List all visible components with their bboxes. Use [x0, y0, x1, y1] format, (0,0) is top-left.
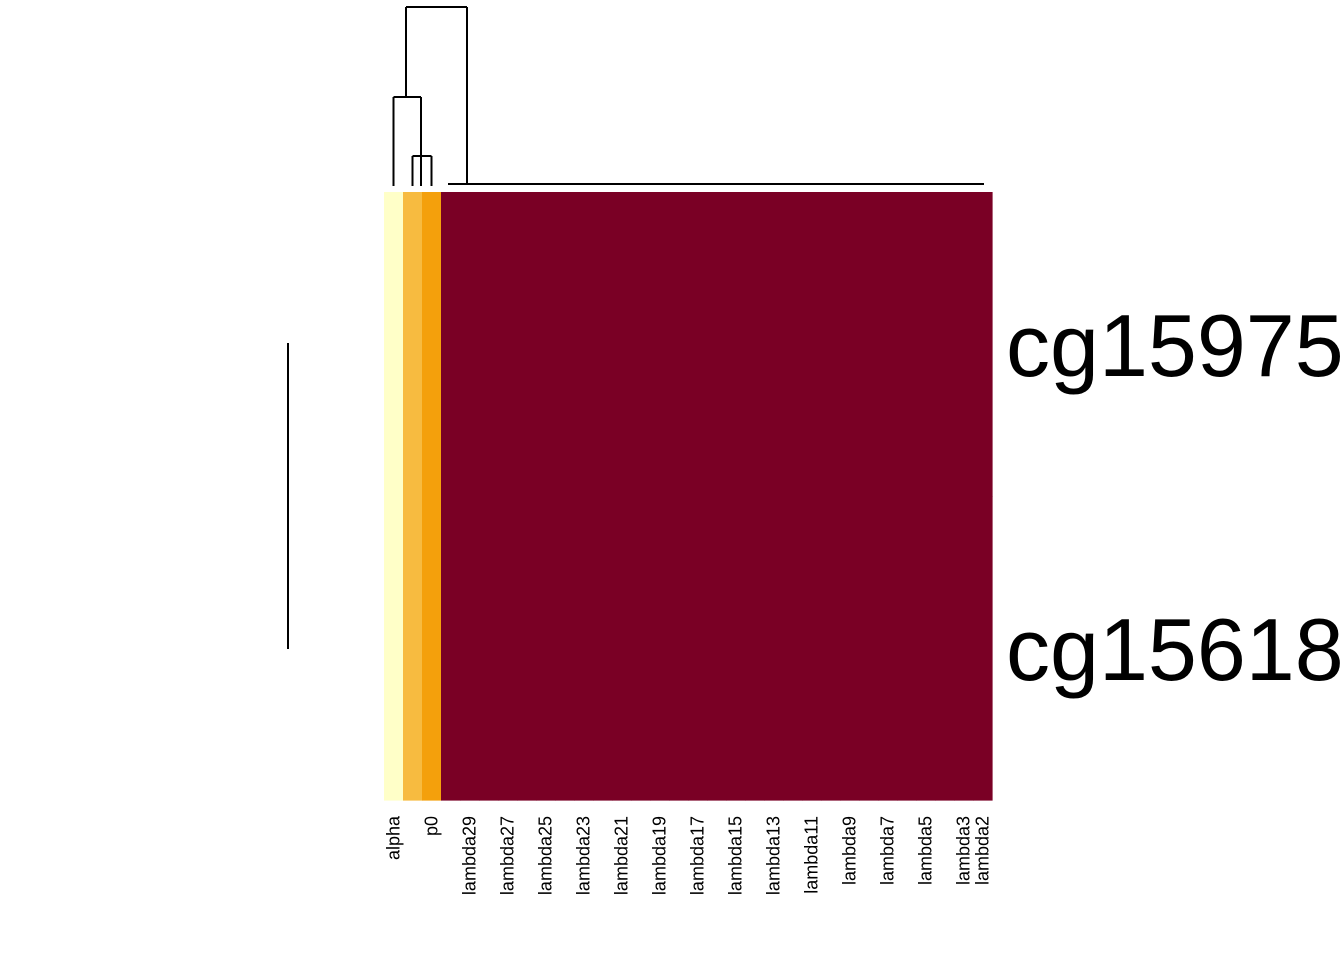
heatmap-cell [897, 496, 917, 801]
column-label: lambda2 [973, 816, 993, 885]
heatmap-cell [517, 496, 537, 801]
column-label: lambda3 [954, 816, 974, 885]
heatmap-cell [688, 496, 708, 801]
heatmap-cell [460, 192, 480, 497]
heatmap-cell [840, 496, 860, 801]
heatmap-cell [479, 496, 499, 801]
column-label: lambda23 [574, 816, 594, 895]
heatmap-cell [878, 496, 898, 801]
heatmap-cell [631, 496, 651, 801]
heatmap-cell [384, 192, 404, 497]
heatmap-cell [441, 496, 461, 801]
heatmap-cell [498, 496, 518, 801]
heatmap-cell [460, 496, 480, 801]
heatmap-cell [954, 496, 974, 801]
heatmap-cell [878, 192, 898, 497]
heatmap-cell [764, 496, 784, 801]
heatmap-cell [574, 192, 594, 497]
column-label: lambda15 [726, 816, 746, 895]
heatmap-cell [593, 192, 613, 497]
heatmap-cell [745, 192, 765, 497]
heatmap-cell [650, 192, 670, 497]
row-labels: cg15975 cg15618 [1006, 296, 1344, 699]
heatmap-cell [840, 192, 860, 497]
heatmap-cell [745, 496, 765, 801]
column-labels: alpha p0 lambda29 lambda27 lambda25 lambda23 l… [384, 815, 993, 895]
column-label: lambda9 [840, 816, 860, 885]
row-label: cg15975 [1006, 296, 1344, 395]
column-label: lambda21 [612, 816, 632, 895]
heatmap-cell [574, 496, 594, 801]
column-label: lambda5 [916, 816, 936, 885]
heatmap-cell [954, 192, 974, 497]
heatmap-cell [821, 496, 841, 801]
heatmap-cell [631, 192, 651, 497]
heatmap-cell [973, 192, 993, 497]
heatmap-cells [384, 192, 993, 801]
heatmap-cell [764, 192, 784, 497]
heatmap-cell [422, 192, 442, 497]
row-label: cg15618 [1006, 600, 1344, 699]
column-label: lambda11 [802, 816, 822, 894]
heatmap-cell [403, 192, 423, 497]
heatmap-cell [859, 192, 879, 497]
heatmap-cell [612, 496, 632, 801]
column-label: lambda17 [688, 816, 708, 895]
heatmap-cell [935, 496, 955, 801]
heatmap-cell [973, 496, 993, 801]
heatmap-cell [707, 192, 727, 497]
heatmap-cell [935, 192, 955, 497]
heatmap-cell [821, 192, 841, 497]
heatmap-cell [916, 496, 936, 801]
column-label: lambda27 [498, 816, 518, 895]
heatmap-cell [536, 192, 556, 497]
heatmap-cell [669, 192, 689, 497]
heatmap-cell [707, 496, 727, 801]
heatmap-cell [593, 496, 613, 801]
column-dendrogram [392, 6, 984, 186]
heatmap-cell [802, 496, 822, 801]
heatmap-cell [897, 192, 917, 497]
column-label: lambda19 [650, 816, 670, 895]
heatmap-cell [802, 192, 822, 497]
heatmap-cell [726, 192, 746, 497]
heatmap-cell [403, 496, 423, 801]
heatmap-cell [441, 192, 461, 497]
heatmap-cell [612, 192, 632, 497]
heatmap-cell [517, 192, 537, 497]
heatmap-cell [783, 192, 803, 497]
heatmap-cell [859, 496, 879, 801]
column-label: lambda13 [764, 816, 784, 895]
heatmap-cell [479, 192, 499, 497]
heatmap-cell [384, 496, 404, 801]
heatmap-cell [536, 496, 556, 801]
column-label: lambda7 [878, 816, 898, 885]
heatmap-cell [422, 496, 442, 801]
heatmap-cell [916, 192, 936, 497]
column-label: lambda25 [536, 816, 556, 895]
heatmap-cell [669, 496, 689, 801]
heatmap-cell [498, 192, 518, 497]
column-label: lambda29 [460, 816, 480, 895]
heatmap-cell [783, 496, 803, 801]
heatmap-cell [650, 496, 670, 801]
column-label: alpha [384, 815, 404, 860]
heatmap-cell [555, 496, 575, 801]
heatmap-cell [688, 192, 708, 497]
heatmap-cell [726, 496, 746, 801]
heatmap-cell [555, 192, 575, 497]
column-label: p0 [422, 816, 442, 836]
